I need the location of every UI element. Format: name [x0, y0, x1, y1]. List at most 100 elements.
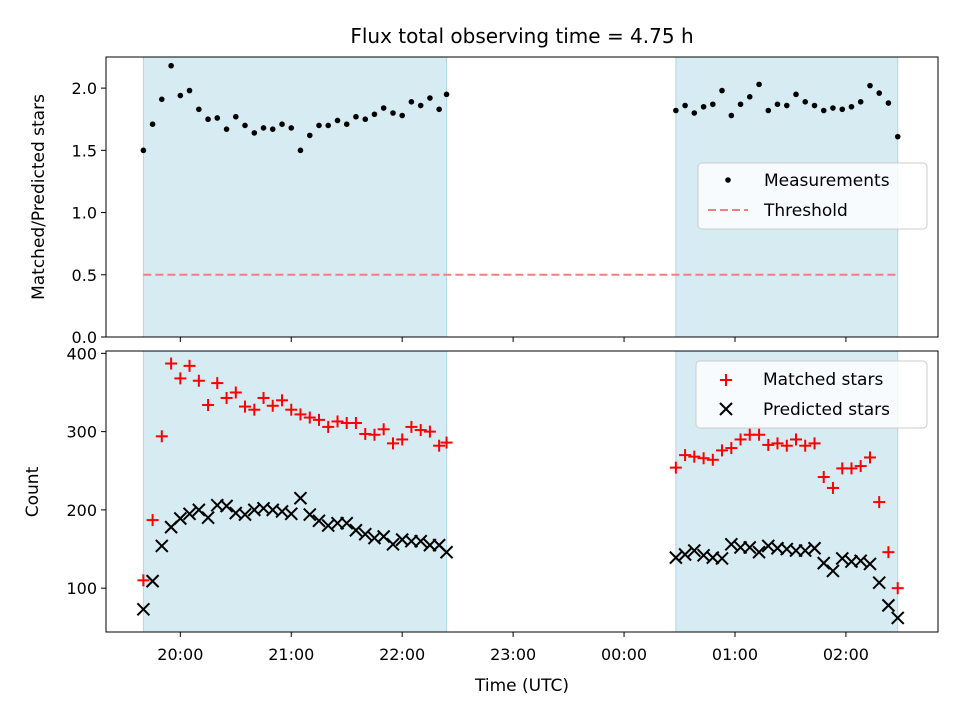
measurement-point [839, 106, 846, 113]
matched-star-point [396, 433, 409, 446]
measurement-point [719, 87, 725, 94]
matched-star-point [854, 460, 867, 473]
predicted-star-point [312, 514, 326, 528]
matched-star-point [174, 372, 187, 385]
matched-star-point [220, 391, 233, 404]
measurement-point [168, 62, 174, 69]
predicted-star-point [807, 541, 822, 555]
legend-threshold-label: Threshold [763, 201, 848, 221]
matched-star-point [669, 461, 682, 474]
matched-star-point [386, 437, 399, 450]
measurement-point [746, 94, 753, 100]
measurement-point [205, 116, 211, 123]
measurement-point [802, 99, 809, 105]
legend-predicted-label: Predicted stars [763, 400, 890, 420]
predicted-star-point [853, 554, 868, 568]
predicted-star-point [414, 534, 428, 548]
predicted-star-point [752, 545, 766, 559]
measurement-point [673, 107, 679, 114]
matched-star-point [405, 420, 418, 433]
measurement-point [417, 102, 424, 109]
predicted-star-point [284, 507, 298, 521]
chart-title: Flux total observing time = 4.75 h [350, 24, 693, 48]
measurement-point [251, 130, 258, 136]
matched-star-point [165, 357, 178, 370]
measurement-point [765, 107, 772, 114]
top-y-tick-label: 0.5 [72, 266, 97, 285]
matched-star-point [266, 399, 279, 412]
matched-star-point [331, 415, 344, 428]
predicted-star-point [863, 557, 877, 571]
legend-matched-marker [720, 374, 732, 386]
measurement-point [820, 107, 827, 114]
matched-star-point [229, 386, 242, 399]
measurement-point [269, 126, 276, 132]
predicted-star-point [724, 537, 739, 552]
measurement-point [399, 112, 405, 119]
measurement-point [728, 112, 735, 119]
matched-star-point [368, 428, 381, 441]
bottom-y-tick-label: 200 [66, 501, 97, 520]
predicted-star-point [136, 602, 151, 617]
measurement-point [260, 125, 267, 131]
top-panel: 0.00.51.01.52.0 Matched/Predicted stars … [29, 56, 939, 347]
x-tick-label: 23:00 [490, 645, 536, 664]
measurement-point [811, 102, 818, 109]
bottom-y-axis-label: Count [23, 466, 43, 517]
x-tick-label: 20:00 [157, 645, 203, 664]
predicted-star-point [182, 507, 197, 521]
predicted-star-point [173, 511, 188, 526]
predicted-star-point [155, 539, 169, 553]
measurement-point [700, 103, 707, 110]
measurement-point [223, 126, 230, 132]
matched-star-point [891, 582, 904, 595]
matched-star-point [423, 425, 436, 438]
measurement-point [149, 121, 156, 127]
predicted-star-point [835, 551, 849, 566]
predicted-star-point [439, 545, 454, 559]
matched-star-point [433, 439, 446, 452]
predicted-star-point [303, 507, 317, 522]
measurement-point [443, 91, 450, 98]
bottom-axes-frame [105, 350, 939, 633]
matched-star-point [440, 436, 453, 449]
measurement-point [885, 100, 892, 106]
matched-star-point [771, 437, 784, 450]
bottom-y-tick-label: 300 [66, 423, 97, 442]
measurement-point [894, 133, 901, 140]
matched-star-point [303, 411, 316, 424]
predicted-star-point [238, 507, 252, 522]
matched-star-point [257, 391, 270, 404]
measurement-point [297, 147, 304, 154]
matched-star-point [706, 453, 719, 466]
matched-star-point [137, 574, 150, 587]
measurement-point [691, 110, 698, 116]
matched-star-point [734, 433, 747, 446]
top-y-axis-label: Matched/Predicted stars [29, 94, 49, 300]
measurement-point [793, 91, 799, 98]
matched-star-point [155, 430, 168, 443]
legend-matched-label: Matched stars [763, 370, 883, 390]
predicted-star-point [219, 499, 234, 513]
matched-star-point [808, 437, 821, 450]
measurement-point [279, 121, 285, 127]
measurement-point [242, 122, 248, 129]
measurement-point [436, 106, 442, 113]
measurement-point [343, 121, 350, 127]
measurement-point [306, 132, 313, 139]
legend-measurements-label: Measurements [764, 171, 890, 191]
predicted-star-point [891, 611, 905, 625]
measurement-point [196, 106, 202, 113]
predicted-star-point [872, 575, 886, 590]
predicted-star-point [669, 550, 683, 565]
observing-interval-0 [142, 56, 448, 338]
measurement-point [857, 99, 864, 105]
matched-star-point [753, 428, 766, 441]
top-y-tick-label: 0.0 [72, 328, 97, 347]
bottom-panel: 100 200 300 400 20:00 21:00 22:00 23:00 00:00 01… [23, 344, 939, 696]
matched-star-point [294, 408, 307, 421]
matched-star-point [826, 481, 839, 494]
matched-star-point [146, 514, 159, 527]
matched-star-point [414, 424, 427, 437]
